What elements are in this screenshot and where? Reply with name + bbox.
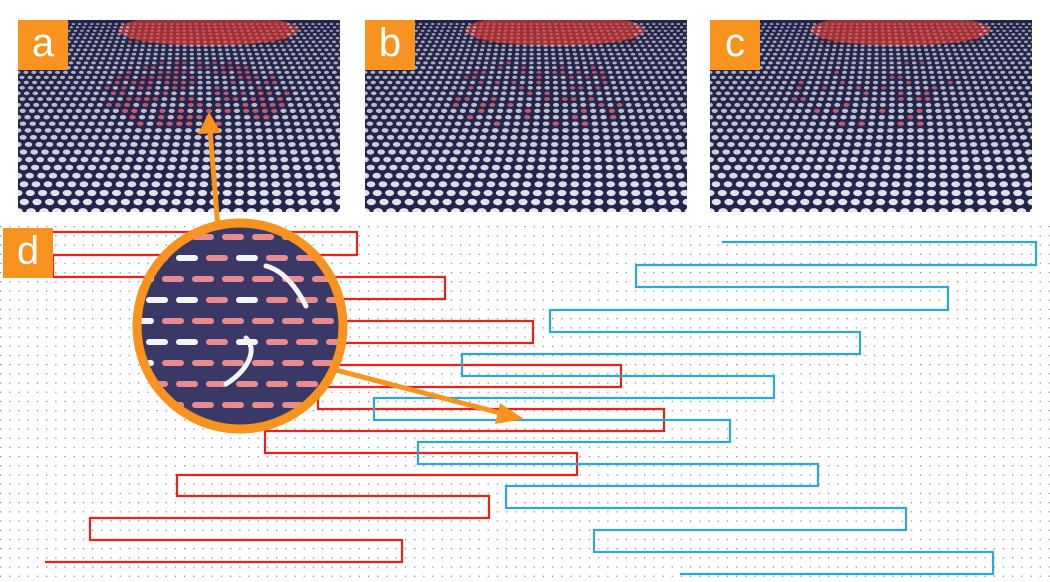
panel-label-d: d <box>3 228 53 278</box>
magnified-inset <box>132 223 408 429</box>
arrow-up-icon <box>198 112 221 228</box>
